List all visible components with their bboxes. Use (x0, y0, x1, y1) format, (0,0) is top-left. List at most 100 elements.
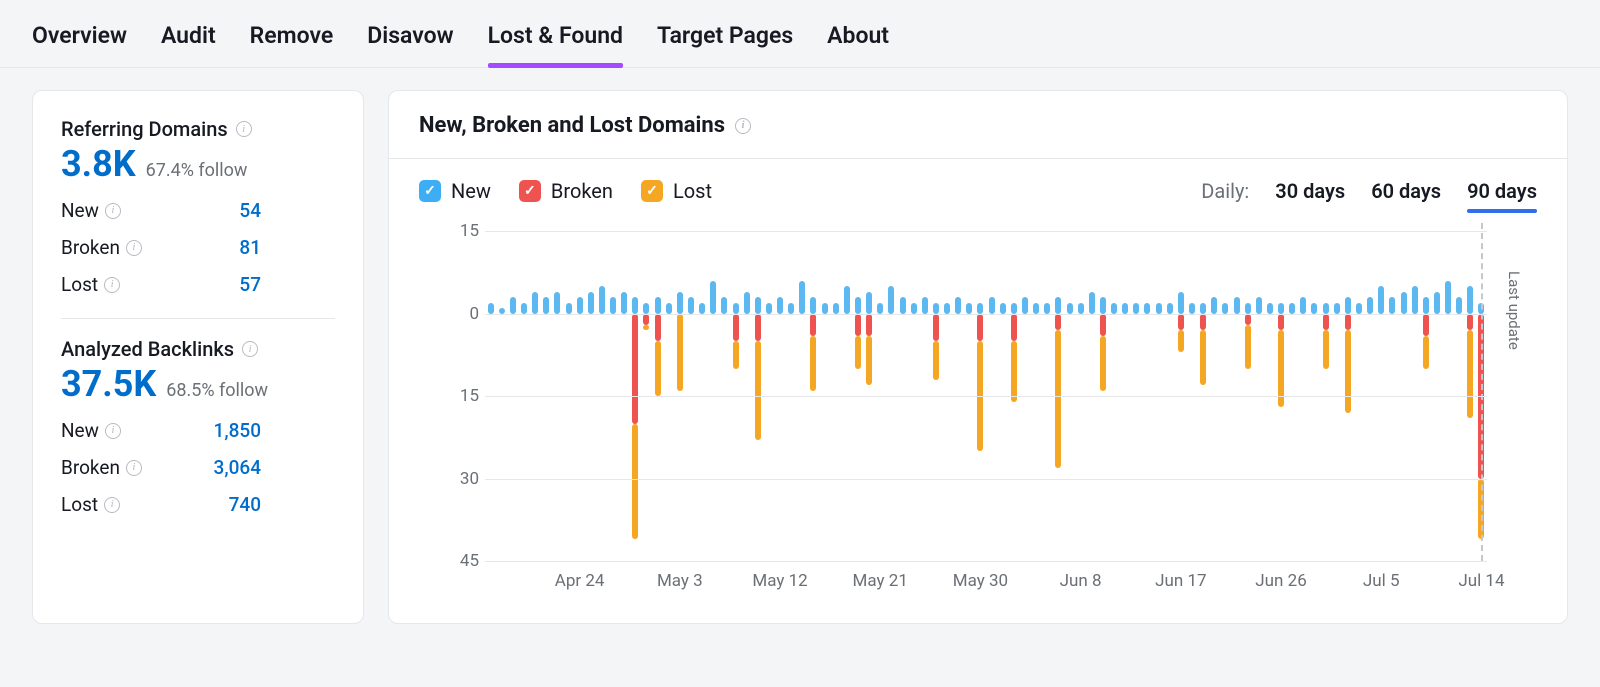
bar-broken (1278, 314, 1284, 331)
tab-overview[interactable]: Overview (32, 22, 127, 49)
backlinks-row-lost: Lost i 740 (61, 493, 261, 516)
bar-new (1189, 303, 1195, 314)
row-label: Lost (61, 273, 98, 296)
info-icon[interactable]: i (105, 203, 121, 219)
bar-new (1000, 303, 1006, 314)
bar-lost (677, 314, 683, 391)
bar-new (1234, 297, 1240, 314)
bar-lost (755, 341, 761, 440)
chart: Last update 150153045 Apr 24May 3May 12M… (419, 231, 1537, 595)
bar-new (1055, 297, 1061, 314)
bar-new (933, 303, 939, 314)
bar-new (688, 297, 694, 314)
info-icon[interactable]: i (104, 277, 120, 293)
tab-audit[interactable]: Audit (161, 22, 216, 49)
legend-item-broken[interactable]: ✓Broken (519, 179, 613, 203)
bar-new (911, 303, 917, 314)
bar-new (944, 303, 950, 314)
row-label: New (61, 419, 99, 442)
info-icon[interactable]: i (126, 240, 142, 256)
x-tick-label: Apr 24 (555, 571, 605, 591)
info-icon[interactable]: i (735, 118, 751, 134)
x-tick-label: May 3 (657, 571, 703, 591)
bar-new (1445, 281, 1451, 314)
bar-broken (1245, 314, 1251, 325)
row-value[interactable]: 54 (239, 199, 261, 222)
range-option-30-days[interactable]: 30 days (1275, 179, 1345, 203)
bar-new (599, 286, 605, 314)
range-option-90-days[interactable]: 90 days (1467, 179, 1537, 203)
tab-target-pages[interactable]: Target Pages (657, 22, 793, 49)
x-tick-label: Jul 14 (1458, 571, 1504, 591)
panel-title: New, Broken and Lost Domains i (419, 113, 1537, 138)
analyzed-backlinks-value[interactable]: 37.5K (61, 363, 156, 405)
bar-broken (733, 314, 739, 342)
tab-about[interactable]: About (827, 22, 889, 49)
legend-item-new[interactable]: ✓New (419, 179, 491, 203)
x-tick-label: May 21 (853, 571, 908, 591)
bar-lost (643, 325, 649, 331)
chart-panel: New, Broken and Lost Domains i ✓New ✓Brok… (388, 90, 1568, 624)
bar-new (488, 303, 494, 314)
bar-new (721, 297, 727, 314)
bar-new (1033, 303, 1039, 314)
bar-broken (855, 314, 861, 336)
bar-new (1222, 303, 1228, 314)
panel-title-text: New, Broken and Lost Domains (419, 113, 725, 138)
bar-broken (632, 314, 638, 424)
bar-new (1022, 297, 1028, 314)
bar-new (1323, 303, 1329, 314)
bar-new (877, 303, 883, 314)
bar-broken (655, 314, 661, 342)
bar-new (588, 292, 594, 314)
info-icon[interactable]: i (104, 497, 120, 513)
row-label: Lost (61, 493, 98, 516)
bar-new (1389, 297, 1395, 314)
bar-new (1078, 303, 1084, 314)
bar-broken (1055, 314, 1061, 331)
tab-lost-found[interactable]: Lost & Found (488, 22, 623, 49)
bar-new (1289, 303, 1295, 314)
bar-new (655, 297, 661, 314)
bar-new (1100, 297, 1106, 314)
bar-new (955, 297, 961, 314)
tab-remove[interactable]: Remove (250, 22, 334, 49)
bar-new (1334, 303, 1340, 314)
bar-broken (1423, 314, 1429, 336)
bar-new (1122, 303, 1128, 314)
y-tick-label: 15 (460, 221, 479, 241)
legend-checkbox-icon: ✓ (519, 180, 541, 202)
analyzed-backlinks-follow: 68.5% follow (166, 380, 268, 401)
info-icon[interactable]: i (126, 460, 142, 476)
row-value[interactable]: 57 (239, 273, 261, 296)
bar-new (1156, 303, 1162, 314)
info-icon[interactable]: i (242, 341, 258, 357)
legend-item-lost[interactable]: ✓Lost (641, 179, 712, 203)
bar-new (1423, 297, 1429, 314)
analyzed-backlinks-title: Analyzed Backlinks i (61, 337, 335, 361)
referring-domains-value[interactable]: 3.8K (61, 143, 136, 185)
bar-lost (1323, 330, 1329, 369)
bar-broken (643, 314, 649, 325)
bar-new (1345, 297, 1351, 314)
row-value[interactable]: 3,064 (214, 456, 261, 479)
row-value[interactable]: 81 (239, 236, 261, 259)
y-tick-label: 0 (469, 304, 479, 324)
info-icon[interactable]: i (105, 423, 121, 439)
bar-new (632, 297, 638, 314)
range-option-60-days[interactable]: 60 days (1371, 179, 1441, 203)
bar-new (1467, 286, 1473, 314)
tab-disavow[interactable]: Disavow (367, 22, 453, 49)
bar-new (989, 297, 995, 314)
legend-row: ✓New✓Broken✓Lost Daily: 30 days60 days90… (419, 179, 1537, 203)
info-icon[interactable]: i (236, 121, 252, 137)
bar-lost (1467, 330, 1473, 418)
bar-new (1456, 297, 1462, 314)
bar-new (621, 292, 627, 314)
sidebar: Referring Domains i 3.8K 67.4% follow Ne… (32, 90, 364, 624)
bar-new (788, 303, 794, 314)
x-tick-label: Jul 5 (1363, 571, 1400, 591)
row-value[interactable]: 740 (229, 493, 261, 516)
bar-new (888, 286, 894, 314)
row-value[interactable]: 1,850 (214, 419, 261, 442)
